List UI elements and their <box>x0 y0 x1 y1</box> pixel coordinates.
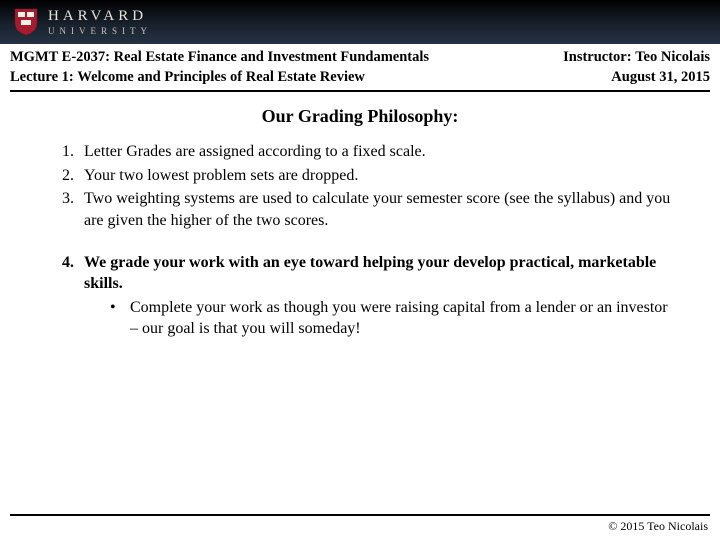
lecture-title: Welcome and Principles of Real Estate Re… <box>77 69 365 85</box>
sub-list: Complete your work as though you were ra… <box>84 297 676 340</box>
course-title: Real Estate Finance and Investment Funda… <box>114 49 429 65</box>
brand-banner: HARVARD UNIVERSITY <box>0 0 720 44</box>
sub-list-item: Complete your work as though you were ra… <box>110 297 676 340</box>
lecture-line: Lecture 1: Welcome and Principles of Rea… <box>10 68 429 88</box>
footer-rule <box>10 514 710 516</box>
slide-title: Our Grading Philosophy: <box>0 106 720 127</box>
list-item-text: We grade your work with an eye toward he… <box>84 254 656 293</box>
brand-wordmark: HARVARD UNIVERSITY <box>48 9 152 36</box>
list-item: Your two lowest problem sets are dropped… <box>78 165 676 187</box>
instructor-line: Instructor: Teo Nicolais <box>563 48 710 68</box>
brand-name-top: HARVARD <box>48 9 152 24</box>
list-item: Two weighting systems are used to calcul… <box>78 188 676 231</box>
grading-list-cont: We grade your work with an eye toward he… <box>44 252 676 340</box>
header-rule <box>10 90 710 92</box>
grading-list: Letter Grades are assigned according to … <box>44 141 676 231</box>
harvard-shield-icon <box>14 8 38 36</box>
lecture-label: Lecture 1: <box>10 69 74 85</box>
course-line: MGMT E-2037: Real Estate Finance and Inv… <box>10 48 429 68</box>
course-meta-left: MGMT E-2037: Real Estate Finance and Inv… <box>10 48 429 87</box>
slide: HARVARD UNIVERSITY MGMT E-2037: Real Est… <box>0 0 720 540</box>
slide-content: Letter Grades are assigned according to … <box>0 127 720 340</box>
course-meta-right: Instructor: Teo Nicolais August 31, 2015 <box>563 48 710 87</box>
list-item-emphasis: We grade your work with an eye toward he… <box>78 252 676 340</box>
course-meta: MGMT E-2037: Real Estate Finance and Inv… <box>0 44 720 87</box>
list-item: Letter Grades are assigned according to … <box>78 141 676 163</box>
copyright-text: © 2015 Teo Nicolais <box>608 519 708 534</box>
course-label: MGMT E-2037: <box>10 49 110 65</box>
lecture-date: August 31, 2015 <box>563 68 710 88</box>
brand-name-bottom: UNIVERSITY <box>48 27 152 36</box>
instructor-name: Teo Nicolais <box>635 49 710 65</box>
instructor-label: Instructor: <box>563 49 631 65</box>
